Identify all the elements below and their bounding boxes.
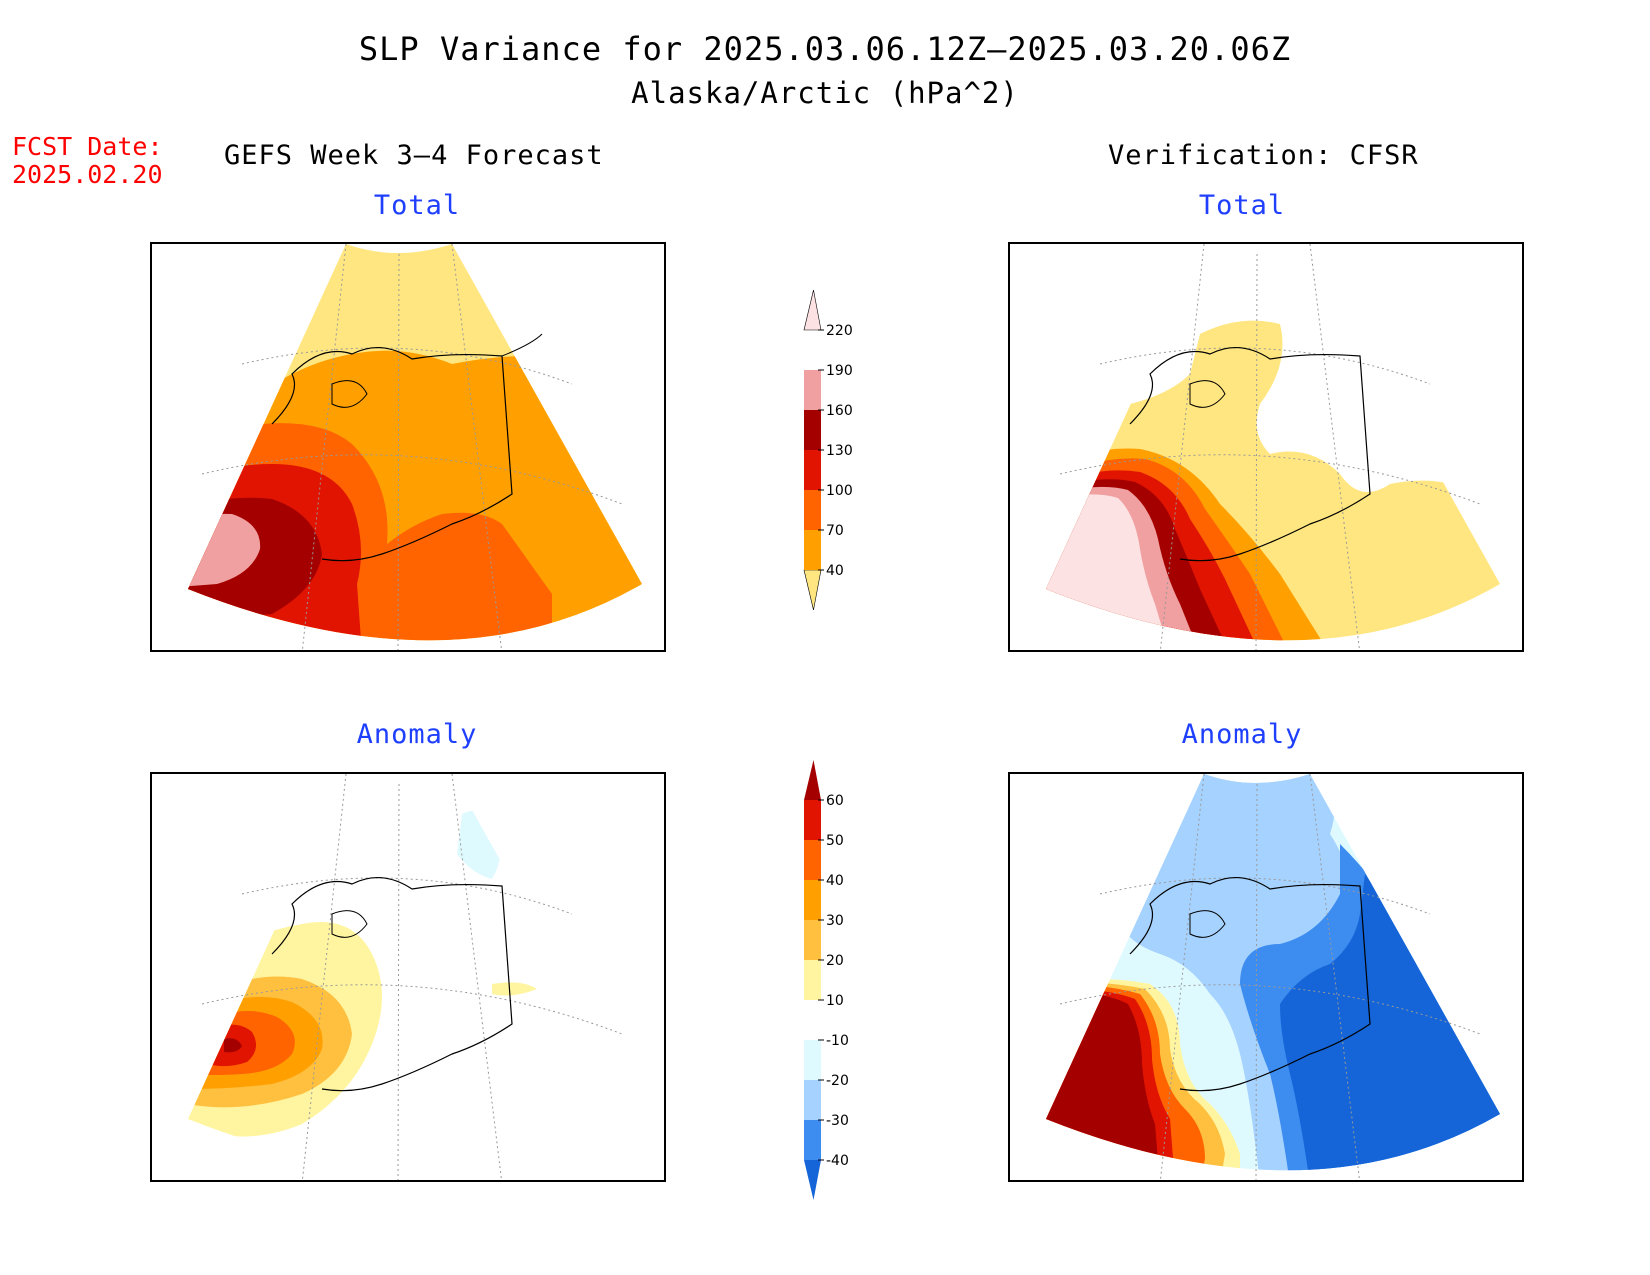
colorbar-tick-label: -10 [826,1033,849,1049]
anomaly-colorbar: -40 -30 -20 -10 10 20 30 40 50 60 [790,752,870,1202]
fcst-date-label: FCST Date: [12,132,163,161]
colorbar-tick-label: 40 [826,563,844,579]
colorbar-tick-label: 130 [826,443,853,459]
colorbar-tick-label: 220 [826,323,853,339]
forecast-anomaly-map [150,772,666,1182]
colorbar-swatch [804,530,821,570]
forecast-total-label: Total [373,190,461,221]
colorbar-tick-label: 40 [826,873,844,889]
colorbar-tick-label: -20 [826,1073,849,1089]
colorbar-top-cap [804,760,821,800]
colorbar-swatch [804,960,821,1000]
colorbar-swatch [804,880,821,920]
colorbar-bottom-cap [803,569,822,611]
colorbar-top-cap [803,289,822,331]
colorbar-tick-label: 160 [826,403,853,419]
colorbar-tick-label: 20 [826,953,844,969]
fcst-date-value: 2025.02.20 [12,160,163,189]
colorbar-tick-label: 50 [826,833,844,849]
colorbar-swatch [804,370,821,410]
verification-total-label: Total [1198,190,1286,221]
colorbar-swatch [804,1120,821,1160]
colorbar-tick-label: 70 [826,523,844,539]
colorbar-bottom-cap [804,1160,821,1200]
colorbar-tick-label: 30 [826,913,844,929]
colorbar-tick-label: -30 [826,1113,849,1129]
colorbar-swatch [804,920,821,960]
colorbar-swatch [804,1080,821,1120]
verification-total-map [1008,242,1524,652]
colorbar-swatch [804,840,821,880]
forecast-column-title: GEFS Week 3–4 Forecast [224,140,604,171]
colorbar-tick-label: 60 [826,793,844,809]
chart-subtitle: Alaska/Arctic (hPa^2) [631,76,1019,110]
colorbar-tick-label: 190 [826,363,853,379]
colorbar-swatch [804,800,821,840]
forecast-anomaly-label: Anomaly [356,719,478,750]
verification-anomaly-label: Anomaly [1181,719,1303,750]
colorbar-swatch [804,450,821,490]
colorbar-swatch [804,1000,821,1040]
forecast-total-map [150,242,666,652]
colorbar-swatch [804,1040,821,1080]
colorbar-tick-label: 10 [826,993,844,1009]
colorbar-tick-label: 100 [826,483,853,499]
colorbar-tick-label: -40 [826,1153,849,1169]
colorbar-swatch [804,490,821,530]
total-colorbar: 40 70 100 130 160 190 220 [790,282,870,612]
chart-title: SLP Variance for 2025.03.06.12Z–2025.03.… [358,30,1292,68]
verification-column-title: Verification: CFSR [1108,140,1419,171]
colorbar-swatch [804,410,821,450]
verification-anomaly-map [1008,772,1524,1182]
